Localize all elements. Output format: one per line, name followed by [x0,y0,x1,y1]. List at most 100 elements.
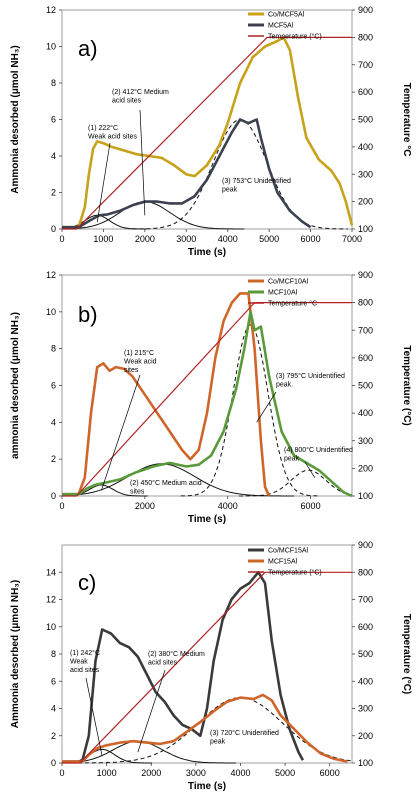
y2-tick-label: 200 [358,731,373,741]
annotation-arrow [101,374,141,491]
y-tick-label: 0 [51,491,56,501]
y2-tick-label: 500 [358,381,373,391]
panel-label: a) [78,36,98,61]
y-tick-label: 2 [51,454,56,464]
series-line-3 [62,302,352,497]
y2-tick-label: 400 [358,142,373,152]
y2-tick-label: 900 [358,540,373,550]
y2-tick-label: 300 [358,436,373,446]
fit-curve-2 [62,201,245,230]
x-tick-label: 6000 [301,234,321,244]
y-tick-label: 8 [51,78,56,88]
y2-tick-label: 200 [358,197,373,207]
x-tick-label: 0 [59,234,64,244]
y2-tick-label: 700 [358,60,373,70]
x-axis-label: Time (s) [188,514,226,525]
x-tick-label: 4000 [218,234,238,244]
y2-tick-label: 800 [358,567,373,577]
annotation-4: (4) 800°C Unidentified peak [284,446,353,478]
annotation-arrow [304,461,316,478]
series-line-2 [62,693,348,763]
annotation-2: (2) 450°C Medium acid sites [130,479,202,496]
plot-frame [61,544,353,764]
x-axis-label: Time (s) [188,781,226,792]
y-tick-label: 8 [51,649,56,659]
legend-entry: MCF15Al [268,559,298,566]
y-tick-label: 12 [46,270,56,280]
y2-tick-label: 200 [358,463,373,473]
annotation-text: (3) 753°C Unidentified [222,177,291,185]
y-tick-label: 6 [51,676,56,686]
series-line-1 [62,292,271,497]
y2-tick-label: 100 [358,491,373,501]
annotation-text: acid sites [70,667,100,674]
x-tick-label: 3000 [186,768,206,778]
x-tick-label: 4000 [230,768,250,778]
y2-tick-label: 800 [358,32,373,42]
y2-tick-label: 700 [358,325,373,335]
y-tick-label: 2 [51,188,56,198]
y-tick-label: 4 [51,151,56,161]
annotation-text: (1) 222°C [88,124,118,132]
annotation-text: acid sites [148,660,178,667]
x-tick-label: 6000 [301,501,321,511]
legend-entry: Co/MCF5Al [268,12,305,19]
x-tick-label: 7000 [342,234,362,244]
annotation-text: sites [124,367,139,374]
y-tick-label: 2 [51,731,56,741]
annotation-1: (1) 222°C Weak acid sites [88,124,137,223]
y2-tick-label: 400 [358,676,373,686]
annotation-text: (1) 242°C [70,649,100,657]
annotation-text: (1) 215°C [124,349,154,357]
x-axis-label: Time (s) [188,247,226,258]
annotation-text: peak [210,739,226,746]
annotation-arrow [256,391,277,423]
annotation-text: peak [222,187,238,194]
y-tick-label: 10 [46,622,56,632]
x-tick-label: 2000 [135,234,155,244]
legend-entry: Co/MCF10Al [268,279,309,286]
x-tick-label: 5000 [259,234,279,244]
legend-entry: MCF5Al [268,23,294,30]
annotation-text: (4) 800°C Unidentified [284,446,353,454]
y-tick-label: 10 [46,42,56,52]
annotation-3: (3) 720°C Unidentified peak [210,729,279,746]
annotation-3: (3) 753°C Unidentified peak [222,177,291,194]
y2-tick-label: 900 [358,5,373,15]
y2-tick-label: 300 [358,704,373,714]
y2-tick-label: 100 [358,758,373,768]
annotation-3: (3) 795°C Unidentified peak. [256,372,345,423]
annotation-text: (2) 450°C Medium acid [130,479,202,487]
y-axis-label: Ammonia desorbed (μmol NH₃) [10,45,21,194]
y-tick-label: 6 [51,381,56,391]
y2-tick-label: 600 [358,87,373,97]
annotation-text: (2) 412°C Medium [112,88,169,96]
annotation-text: (3) 720°C Unidentified [210,729,279,737]
annotation-text: acid sites [112,98,142,105]
annotation-text: Weak acid sites [88,134,137,141]
legend: Co/MCF10Al MCF10Al Temperature °C [248,279,317,308]
series-line-2 [62,310,353,498]
y-tick-label: 14 [46,567,56,577]
legend-entry: Co/MCF15Al [268,548,309,555]
x-tick-label: 1000 [97,768,117,778]
annotation-2: (2) 380°C Medium acid sites [137,650,205,753]
annotation-text: peak. [276,382,293,389]
panel-label: c) [78,570,96,595]
y-tick-label: 10 [46,307,56,317]
y2-axis-label: Temperature (°C) [401,345,412,426]
y-tick-label: 0 [51,224,56,234]
legend-entry: Temperature (°C) [268,33,322,41]
fit-curve-4 [238,469,353,497]
legend: Co/MCF15Al MCF15Al Temperature (°C) [248,548,322,577]
annotation-text: peak [284,456,300,463]
y2-tick-label: 500 [358,115,373,125]
x-tick-label: 1000 [93,234,113,244]
annotation-text: Weak acid [124,359,157,366]
fit-curve-3 [132,118,348,230]
x-tick-label: 2000 [141,768,161,778]
series-line-1 [62,36,354,229]
